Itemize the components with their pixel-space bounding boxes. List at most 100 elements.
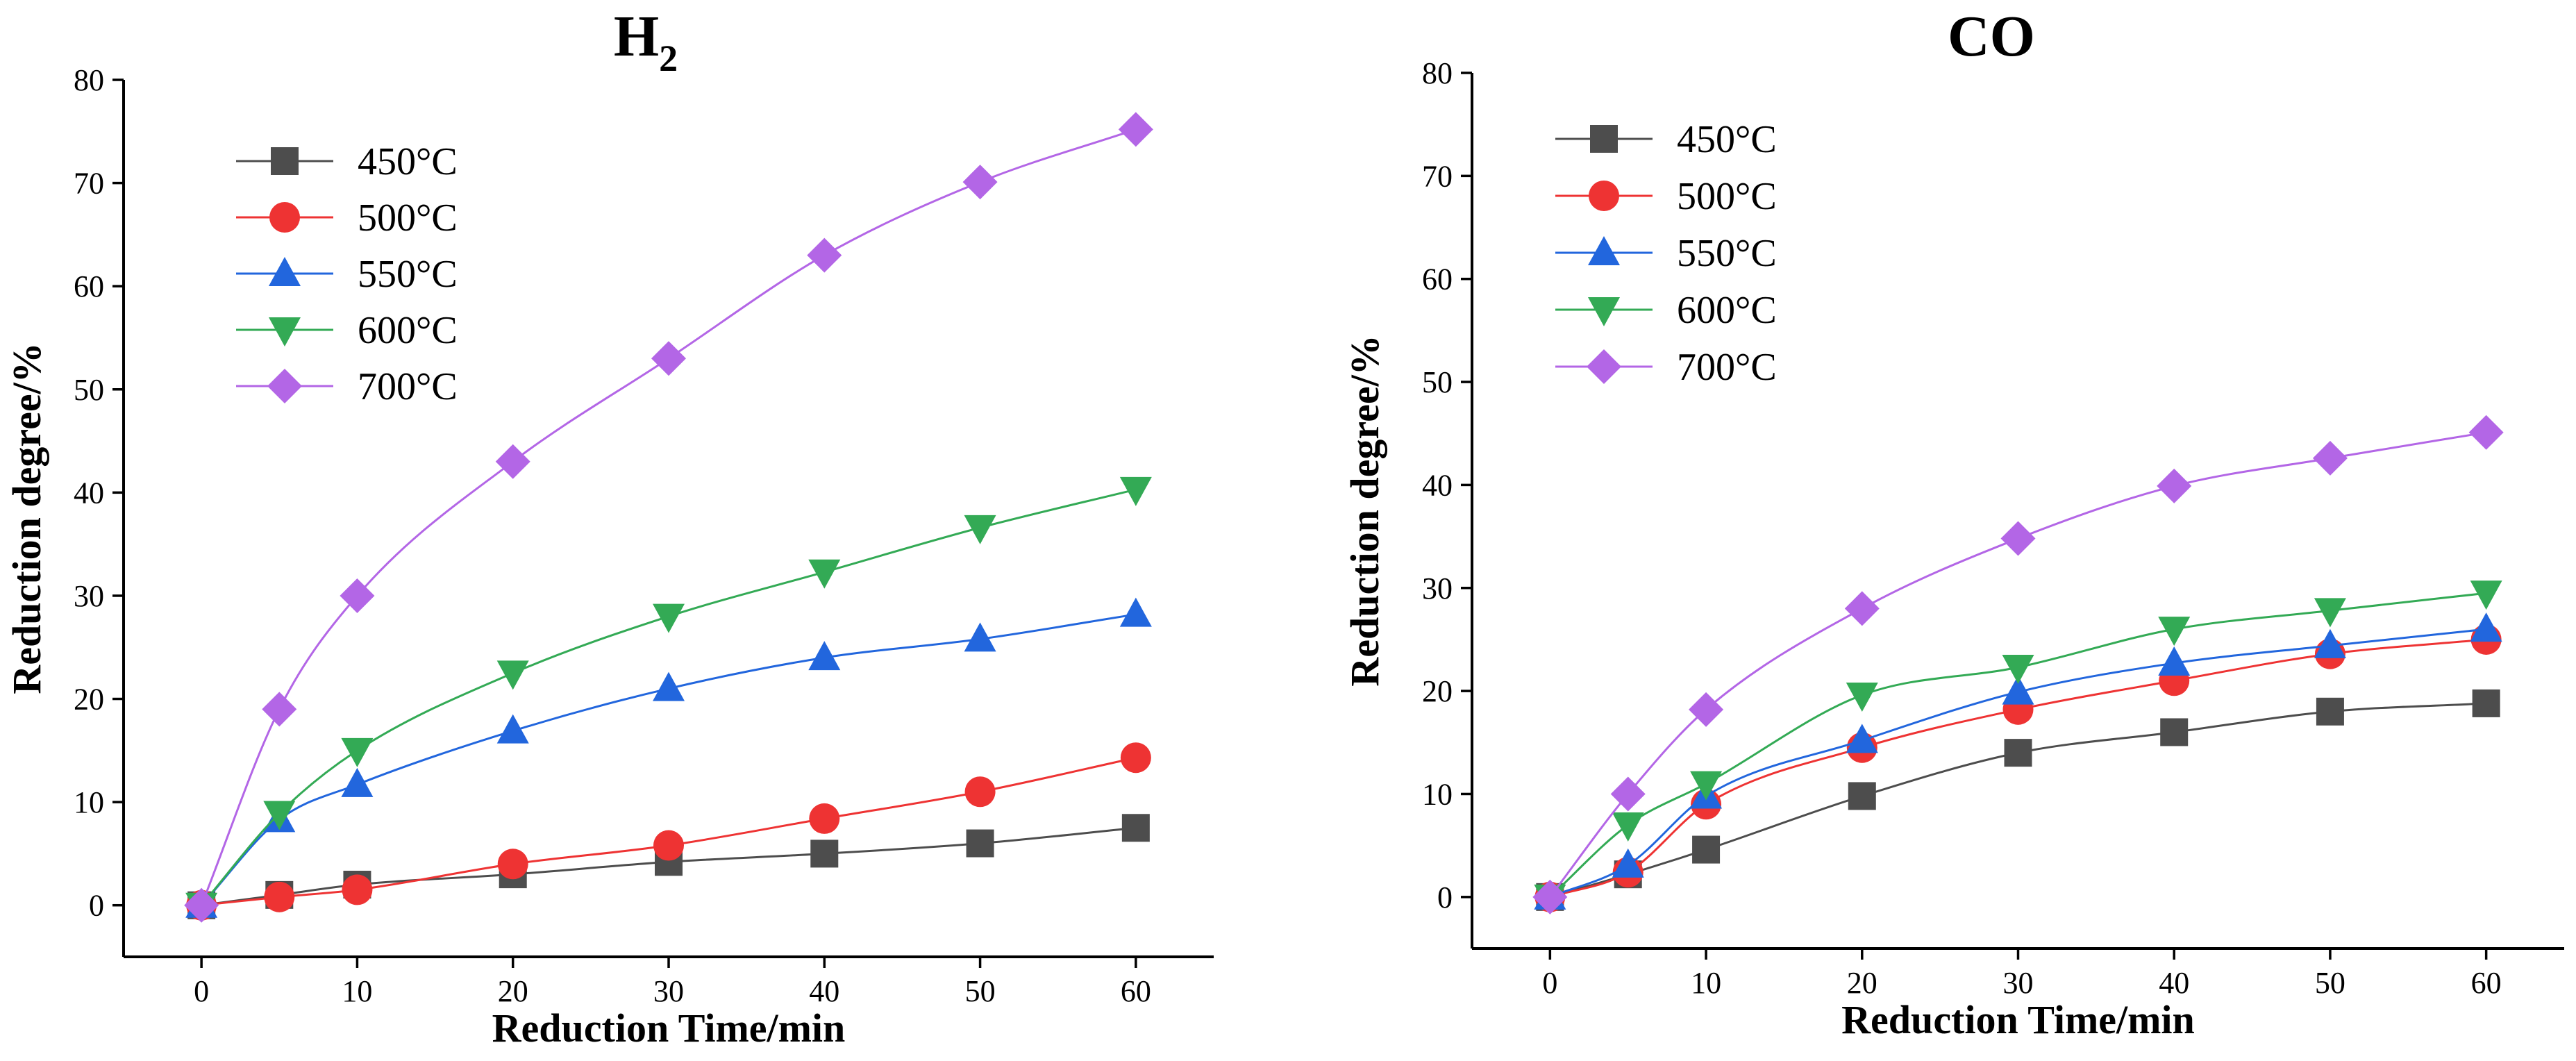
x-tick-label: 40: [809, 974, 839, 1008]
legend-label: 550°C: [358, 253, 458, 296]
data-point: [1121, 814, 1150, 842]
y-tick-label: 60: [74, 269, 104, 303]
y-tick-label: 20: [1422, 674, 1453, 708]
data-point: [262, 692, 297, 727]
data-point: [2470, 580, 2502, 610]
x-tick-label: 60: [2471, 966, 2502, 1000]
legend-marker: [269, 202, 300, 233]
data-point: [341, 767, 374, 797]
series-4: [1532, 415, 2504, 914]
series-line: [200, 488, 1137, 906]
x-tick-label: 30: [653, 974, 684, 1008]
series-line: [1549, 592, 2486, 898]
legend-label: 500°C: [358, 197, 458, 240]
x-tick-label: 40: [2159, 966, 2189, 1000]
data-point: [809, 803, 840, 834]
legend-item: 700°C: [1555, 346, 1777, 389]
legend-item: 450°C: [1555, 118, 1777, 161]
y-tick-label: 70: [74, 167, 104, 201]
data-point: [1118, 112, 1153, 147]
y-tick-label: 50: [74, 373, 104, 407]
legend-item: 550°C: [1555, 232, 1777, 275]
y-tick-label: 40: [1422, 468, 1453, 502]
x-tick-label: 10: [1691, 966, 1721, 1000]
data-point: [966, 829, 994, 858]
legend-label: 600°C: [1677, 289, 1777, 332]
x-tick-label: 20: [498, 974, 528, 1008]
data-point: [1612, 812, 1644, 842]
data-point: [653, 671, 685, 701]
data-point: [808, 559, 841, 589]
legend-marker: [1590, 125, 1618, 153]
data-point: [495, 444, 530, 479]
x-tick-label: 50: [2315, 966, 2345, 1000]
legend-marker: [269, 257, 301, 286]
data-point: [2158, 617, 2191, 646]
legend-marker: [1588, 297, 1620, 326]
data-point: [340, 578, 375, 613]
y-axis-title: Reduction degree/%: [4, 342, 49, 694]
data-point: [808, 641, 841, 671]
data-point: [1844, 591, 1880, 626]
data-point: [184, 887, 219, 923]
y-tick-label: 80: [74, 63, 104, 97]
data-point: [342, 874, 373, 905]
data-point: [653, 830, 684, 861]
data-point: [264, 881, 295, 912]
legend-item: 600°C: [1555, 289, 1777, 332]
data-point: [2002, 675, 2034, 705]
y-tick-label: 0: [89, 889, 104, 923]
data-point: [1692, 835, 1721, 864]
data-point: [1119, 476, 1152, 506]
data-point: [497, 849, 528, 880]
y-axis-title: Reduction degree/%: [1342, 335, 1387, 686]
legend-marker: [269, 317, 301, 346]
legend-label: 450°C: [358, 140, 458, 183]
legend-label: 700°C: [1677, 346, 1777, 389]
x-tick-label: 0: [194, 974, 209, 1008]
y-tick-label: 60: [1422, 262, 1453, 296]
data-point: [496, 714, 529, 744]
series-4: [184, 112, 1153, 923]
y-tick-label: 30: [74, 579, 104, 613]
data-point: [653, 603, 685, 633]
y-tick-label: 20: [74, 683, 104, 717]
legend-item: 500°C: [236, 197, 458, 240]
y-tick-label: 50: [1422, 365, 1453, 399]
data-point: [1532, 879, 1568, 914]
y-tick-label: 10: [1422, 777, 1453, 811]
series-2: [1534, 612, 2502, 910]
x-tick-label: 30: [2003, 966, 2034, 1000]
y-tick-label: 10: [74, 785, 104, 819]
legend-label: 550°C: [1677, 232, 1777, 275]
data-point: [2314, 598, 2346, 628]
data-point: [2004, 739, 2032, 767]
y-tick-label: 0: [1437, 880, 1453, 914]
data-point: [1846, 724, 1878, 753]
data-point: [341, 737, 374, 767]
y-tick-label: 80: [1422, 56, 1453, 90]
chart-title: CO: [1948, 4, 2035, 69]
data-point: [2158, 646, 2191, 676]
legend-marker: [267, 369, 302, 403]
legend-item: 600°C: [236, 309, 458, 352]
data-point: [964, 622, 996, 652]
data-point: [1120, 742, 1151, 774]
x-tick-label: 0: [1542, 966, 1557, 1000]
y-tick-label: 30: [1422, 571, 1453, 605]
data-point: [2160, 718, 2189, 746]
legend-label: 450°C: [1677, 118, 1777, 161]
x-tick-label: 60: [1121, 974, 1151, 1008]
chart-title: H2: [614, 4, 678, 79]
data-point: [2000, 521, 2036, 556]
data-point: [2316, 697, 2344, 726]
data-point: [1689, 692, 1724, 727]
data-point: [2312, 440, 2348, 476]
series-line: [1549, 702, 2486, 899]
data-point: [964, 515, 996, 544]
x-axis-title: Reduction Time/min: [1841, 997, 2195, 1042]
data-point: [962, 165, 998, 200]
legend-marker: [1589, 181, 1619, 211]
data-point: [807, 237, 842, 273]
data-point: [2157, 468, 2192, 503]
